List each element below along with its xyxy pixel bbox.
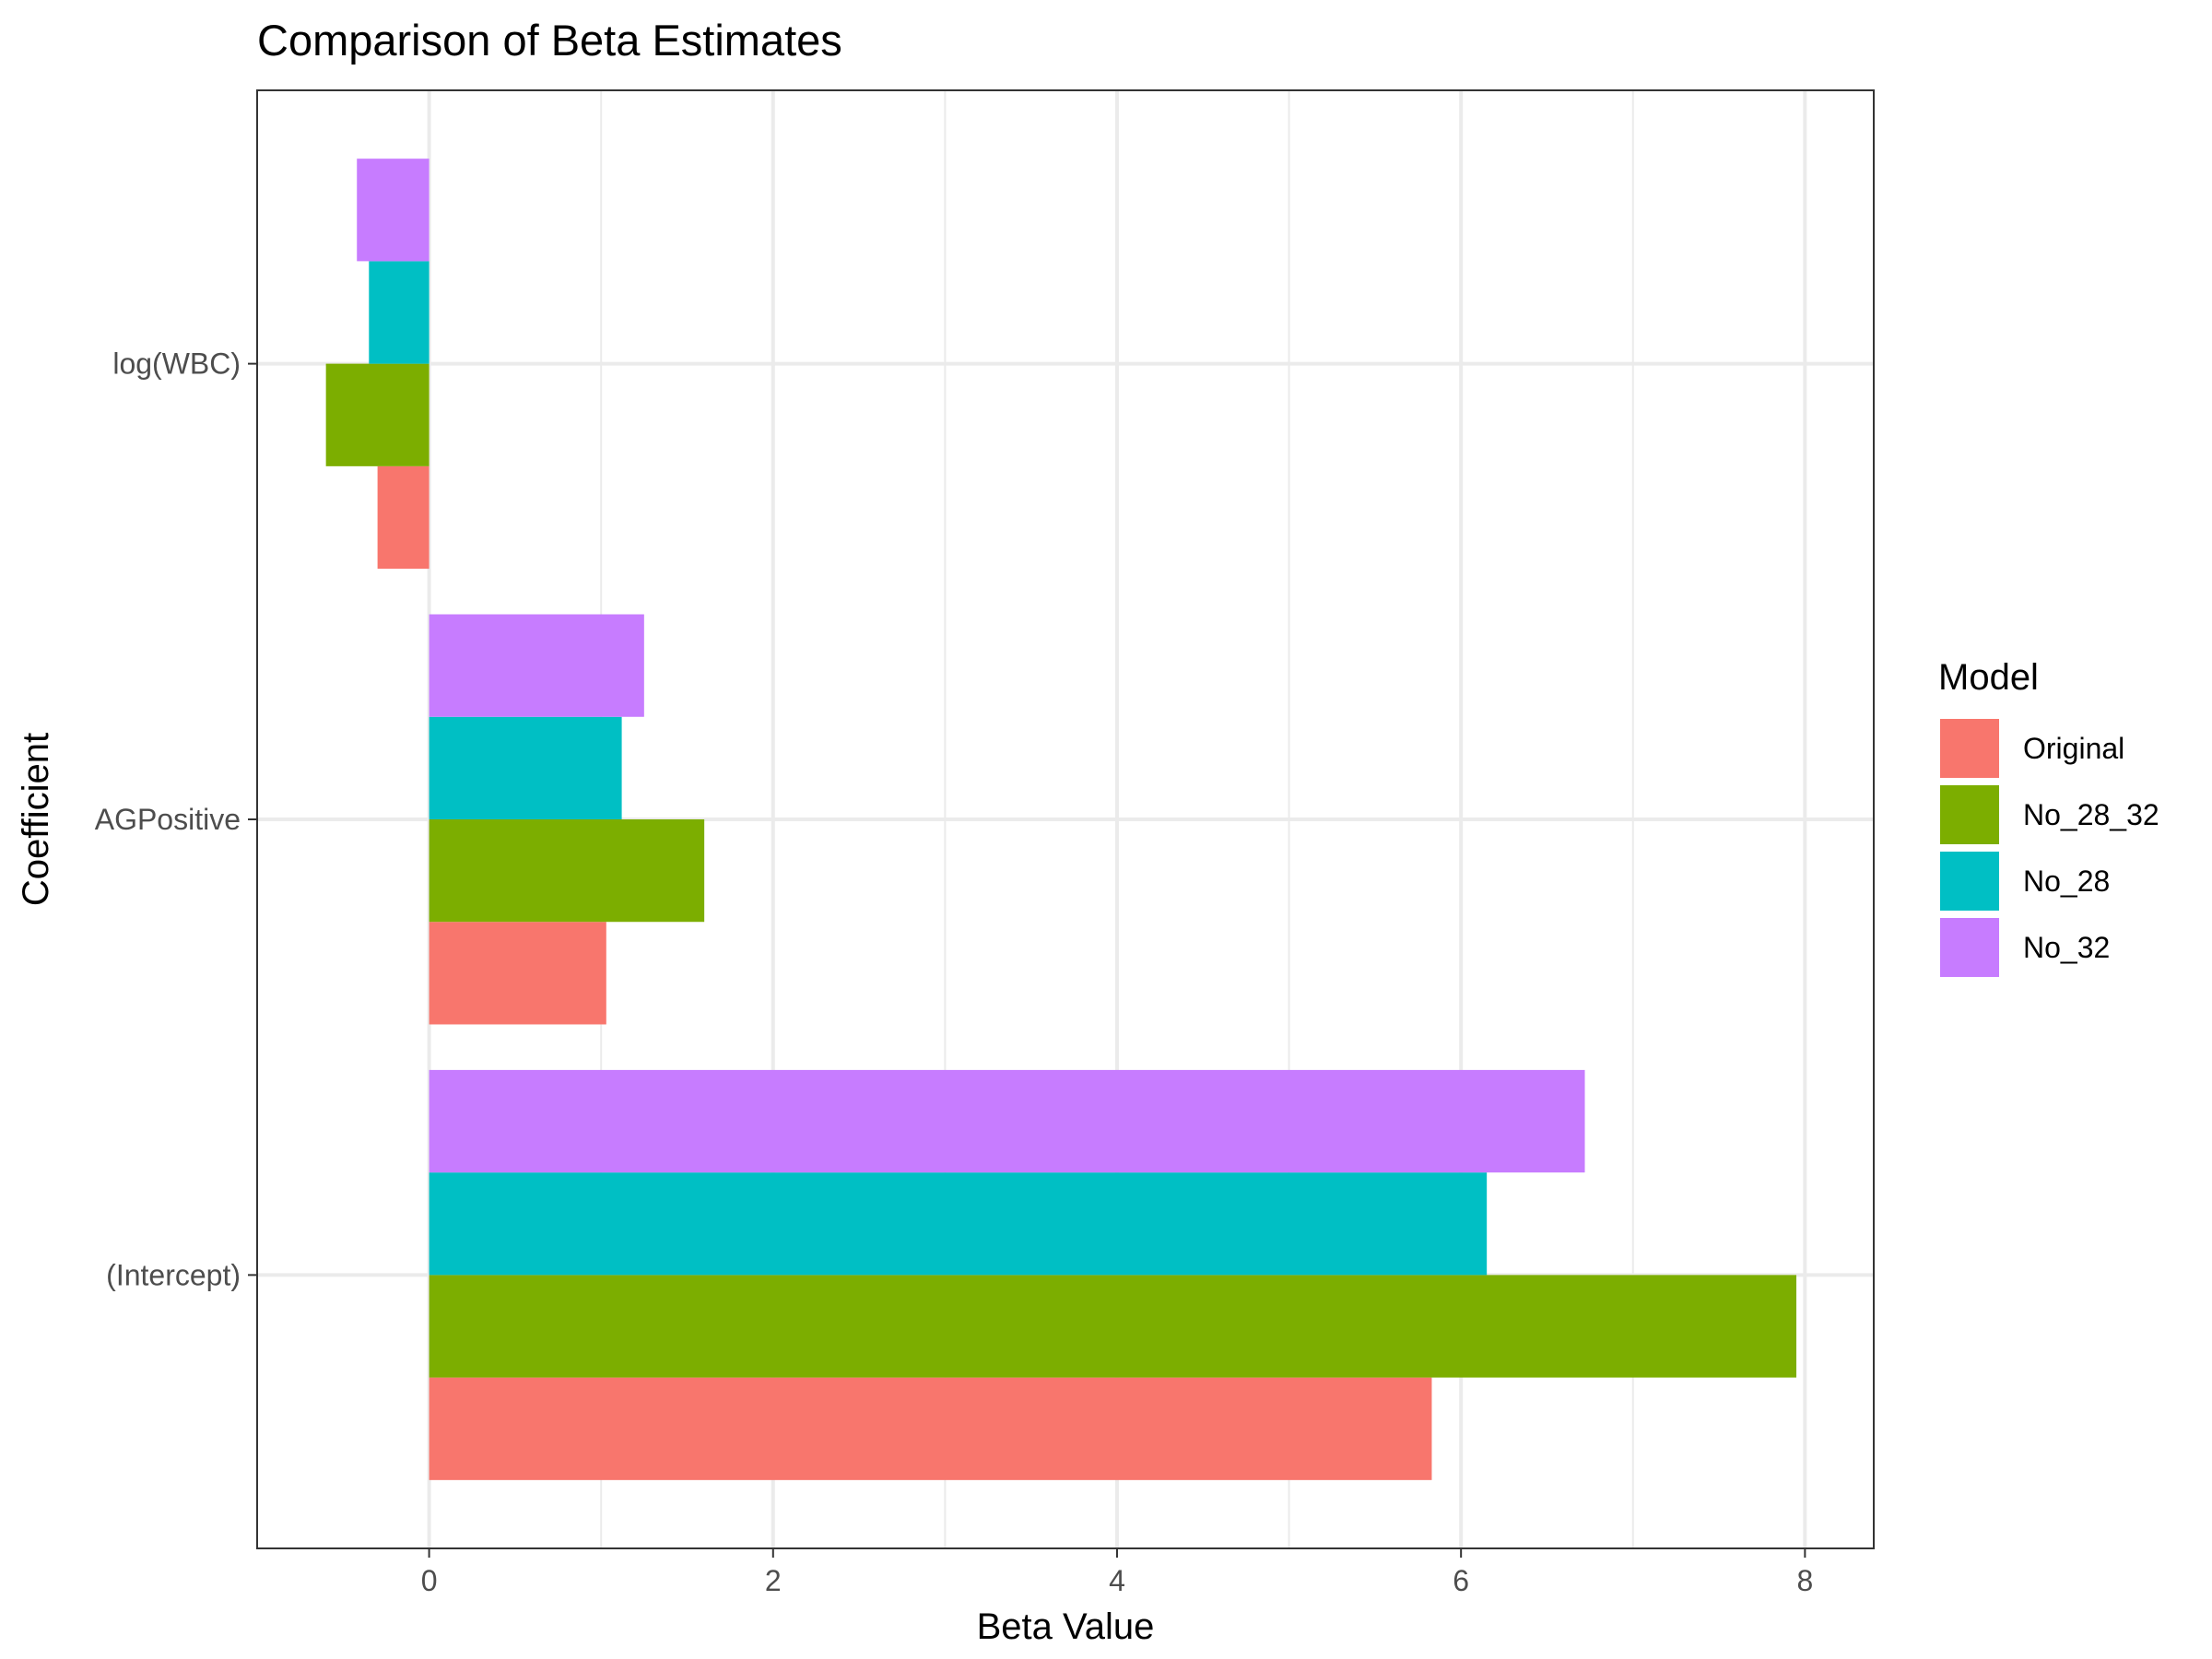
x-axis: 0 2 4 6 8 — [421, 1548, 1813, 1597]
legend-items: Original No_28_32 No_28 No_32 — [1940, 719, 2159, 977]
y-axis: (Intercept) AGPositive log(WBC) — [95, 347, 257, 1291]
legend-key — [1940, 785, 1999, 844]
legend-label: No_28 — [2023, 865, 2110, 898]
legend-key — [1940, 852, 1999, 911]
x-tick-label: 8 — [1796, 1564, 1813, 1597]
y-tick-label: log(WBC) — [112, 347, 241, 381]
y-tick-label: (Intercept) — [106, 1258, 241, 1291]
bar — [429, 1275, 1797, 1378]
legend: Model Original No_28_32 No_28 No_32 — [1938, 657, 2159, 977]
bar — [429, 922, 606, 1025]
legend-title: Model — [1938, 657, 2039, 698]
bar — [429, 1377, 1432, 1480]
x-tick-label: 0 — [421, 1564, 438, 1597]
plot-panel — [256, 89, 1875, 1549]
legend-label: No_32 — [2023, 931, 2110, 964]
x-tick-label: 2 — [765, 1564, 782, 1597]
legend-label: No_28_32 — [2023, 798, 2159, 831]
x-tick-label: 4 — [1109, 1564, 1125, 1597]
bar — [357, 159, 429, 262]
bar — [429, 1172, 1488, 1276]
bars-group — [325, 159, 1797, 1480]
bar — [325, 363, 429, 466]
bar — [429, 1069, 1585, 1173]
legend-label: Original — [2023, 732, 2124, 765]
bar — [369, 261, 429, 364]
chart-title: Comparison of Beta Estimates — [257, 16, 842, 65]
y-tick-label: AGPositive — [95, 803, 241, 836]
bar — [429, 716, 622, 819]
x-axis-title: Beta Value — [977, 1606, 1155, 1647]
x-tick-label: 6 — [1453, 1564, 1469, 1597]
bar — [429, 614, 644, 717]
bar — [377, 465, 429, 570]
y-axis-title: Coefficient — [16, 733, 56, 906]
legend-key — [1940, 719, 1999, 778]
bar — [429, 819, 705, 923]
legend-key — [1940, 918, 1999, 977]
